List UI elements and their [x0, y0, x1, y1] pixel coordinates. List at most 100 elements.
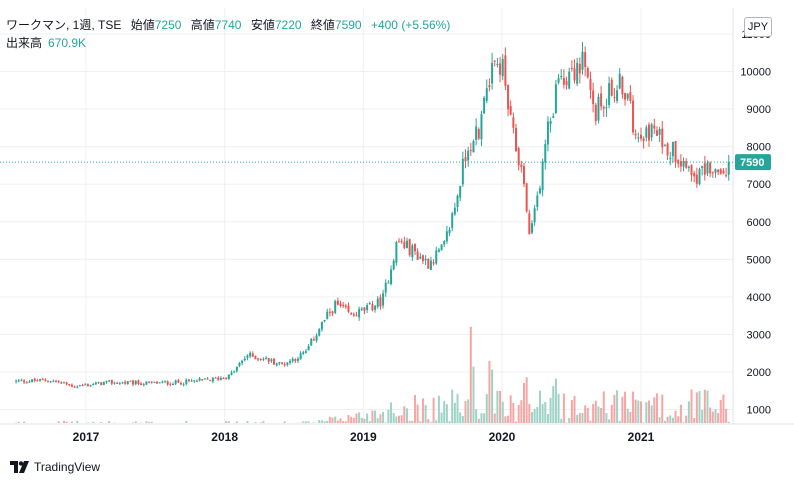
- candle-body: [663, 145, 666, 147]
- volume-bar: [589, 421, 592, 423]
- volume-bar: [663, 420, 666, 423]
- candle-body: [411, 245, 414, 258]
- volume-bar: [621, 396, 624, 423]
- volume-bar: [456, 393, 459, 423]
- candle-body: [709, 162, 712, 174]
- candle-body: [94, 382, 97, 385]
- volume-bar: [671, 417, 674, 423]
- tradingview-logo[interactable]: TradingView: [10, 460, 100, 474]
- candle-body: [225, 377, 228, 379]
- candle-body: [546, 121, 549, 145]
- candle-body: [57, 380, 60, 383]
- time-tick-label: 2018: [211, 430, 238, 444]
- candle-body: [291, 358, 294, 362]
- volume-bar: [719, 399, 722, 423]
- candle-body: [416, 251, 419, 260]
- volume-bar: [413, 394, 416, 423]
- volume-bar: [653, 397, 656, 423]
- volume-bar: [62, 420, 65, 423]
- change-value: +400 (+5.56%): [370, 18, 451, 32]
- candle-body: [235, 366, 238, 372]
- candle-body: [169, 383, 172, 385]
- volume-bar: [525, 377, 528, 423]
- candle-body: [126, 381, 129, 385]
- volume-bar: [695, 392, 698, 423]
- volume-bar: [342, 421, 345, 423]
- candle-body: [257, 358, 260, 360]
- candle-body: [530, 223, 533, 233]
- volume-bar: [403, 406, 406, 423]
- candle-body: [36, 380, 39, 382]
- low-label: 安値: [250, 18, 275, 32]
- volume-bar: [150, 421, 153, 423]
- candle-body: [717, 169, 720, 172]
- candle-body: [148, 381, 151, 383]
- candle-body: [379, 297, 382, 307]
- volume-bar: [390, 402, 393, 423]
- volume-bar: [312, 422, 315, 423]
- low-value: 7220: [274, 18, 302, 32]
- last-price-tag: [735, 154, 771, 171]
- candle-body: [108, 380, 111, 382]
- candle-body: [153, 381, 156, 383]
- candle-body: [307, 346, 310, 351]
- volume-bar: [134, 421, 137, 423]
- candle-body: [347, 305, 350, 312]
- candle-body: [355, 315, 358, 317]
- volume-bar: [227, 421, 230, 423]
- candle-body: [110, 380, 113, 384]
- candle-body: [195, 380, 198, 382]
- candle-body: [113, 382, 116, 384]
- candle-body: [671, 141, 674, 157]
- volume-bar: [382, 411, 385, 423]
- volume-bar: [360, 417, 363, 423]
- volume-bar: [350, 416, 353, 423]
- volume-bar: [645, 402, 648, 423]
- candle-body: [60, 382, 63, 384]
- candle-body: [182, 384, 185, 386]
- candle-body: [568, 71, 571, 89]
- candle-body: [666, 143, 669, 156]
- volume-bar: [443, 401, 446, 423]
- candle-body: [265, 357, 268, 360]
- volume-bar: [352, 417, 355, 423]
- volume-bar: [445, 404, 448, 423]
- volume-bar: [586, 407, 589, 423]
- candle-body: [86, 384, 89, 387]
- candle-body: [366, 305, 369, 311]
- candle-body: [33, 378, 36, 381]
- candle-body: [326, 311, 329, 319]
- volume-bar: [235, 421, 238, 423]
- symbol-title[interactable]: ワークマン, 1週, TSE: [6, 18, 122, 32]
- candle-body: [682, 160, 685, 167]
- volume-bar: [57, 421, 60, 423]
- volume-bar: [371, 410, 374, 423]
- candle-body: [480, 114, 483, 140]
- candle-body: [384, 282, 387, 293]
- candle-body: [626, 93, 629, 99]
- volume-bar: [17, 421, 20, 423]
- currency-button[interactable]: JPY: [744, 17, 772, 37]
- candle-body: [331, 311, 334, 314]
- legend: ワークマン, 1週, TSE 始値7250 高値7740 安値7220 終値75…: [6, 16, 450, 52]
- volume-bar: [475, 409, 478, 423]
- volume-bar: [477, 418, 480, 423]
- candle-body: [211, 377, 214, 382]
- candle-body: [190, 380, 193, 382]
- volume-bar: [584, 405, 587, 423]
- candle-body: [661, 128, 664, 148]
- candle-body: [701, 166, 704, 168]
- volume-bar: [701, 410, 704, 423]
- candle-body: [693, 173, 696, 177]
- volume-bar: [600, 407, 603, 423]
- candle-body: [392, 260, 395, 270]
- candle-body: [275, 363, 278, 366]
- candle-body: [185, 379, 188, 384]
- price-tick-label: 5000: [747, 254, 771, 266]
- candle-body: [413, 244, 416, 252]
- candle-body: [669, 157, 672, 159]
- candle-body: [140, 383, 143, 386]
- candle-body: [549, 120, 552, 125]
- candle-body: [621, 76, 624, 95]
